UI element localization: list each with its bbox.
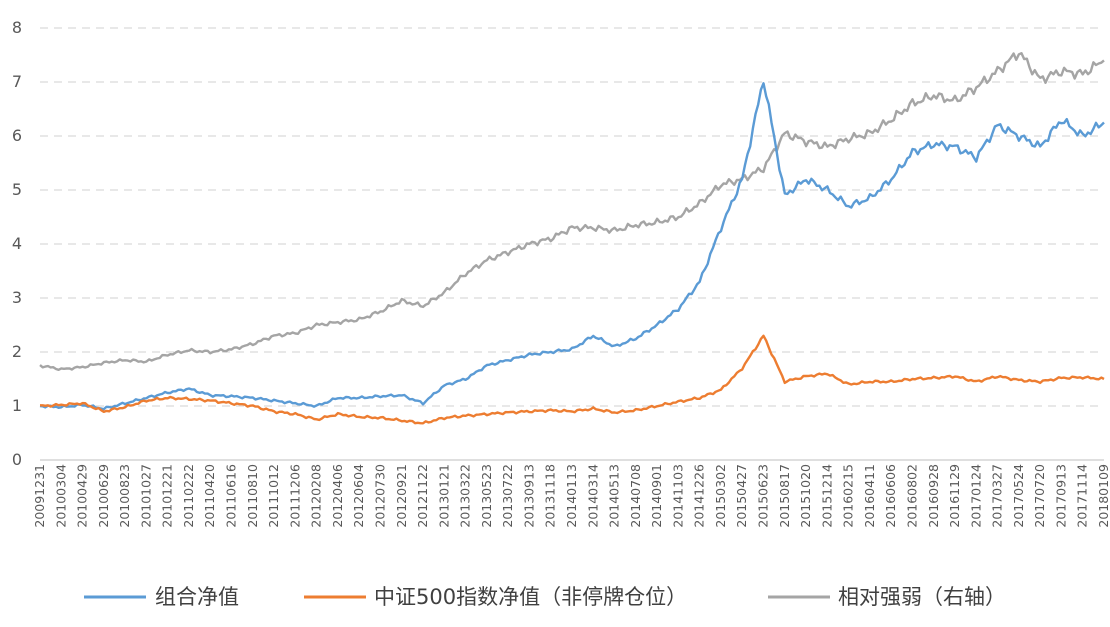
legend-label-0: 组合净值 xyxy=(155,585,239,609)
y-tick-label: 7 xyxy=(12,72,22,91)
x-tick-label: 20140901 xyxy=(649,464,664,528)
series-lines xyxy=(39,52,1105,425)
x-tick-label: 20100304 xyxy=(53,464,68,528)
x-tick-label: 20111012 xyxy=(266,464,281,528)
gridlines xyxy=(40,27,1104,407)
y-tick-label: 5 xyxy=(12,180,22,199)
legend-label-1: 中证500指数净值（非停牌仓位） xyxy=(374,585,687,609)
y-axis-ticks: 0 1 2 3 4 5 6 7 8 xyxy=(12,18,22,469)
x-tick-label: 20120921 xyxy=(394,464,409,528)
x-tick-label: 20160411 xyxy=(862,464,877,528)
x-tick-label: 20091231 xyxy=(32,464,47,528)
x-tick-label: 20170524 xyxy=(1011,464,1026,528)
x-tick-label: 20130322 xyxy=(458,464,473,528)
x-tick-label: 20170327 xyxy=(990,464,1005,528)
x-tick-label: 20160802 xyxy=(904,464,919,528)
x-tick-label: 20100823 xyxy=(117,464,132,528)
x-tick-label: 20110222 xyxy=(181,464,196,528)
x-tick-label: 20110616 xyxy=(224,464,239,528)
x-tick-label: 20151214 xyxy=(819,464,834,528)
x-tick-label: 20110420 xyxy=(202,464,217,528)
x-tick-label: 20170720 xyxy=(1032,464,1047,528)
x-tick-label: 20141103 xyxy=(670,464,685,528)
x-tick-label: 20170124 xyxy=(968,464,983,528)
y-tick-label: 1 xyxy=(12,396,22,415)
y-tick-label: 6 xyxy=(12,126,22,145)
x-tick-label: 20140314 xyxy=(585,464,600,528)
legend-label-2: 相对强弱（右轴） xyxy=(838,585,1006,609)
x-tick-label: 20131118 xyxy=(543,464,558,528)
x-tick-label: 20130722 xyxy=(500,464,515,528)
y-tick-label: 3 xyxy=(12,288,22,307)
x-tick-label: 20160928 xyxy=(926,464,941,528)
x-tick-label: 20150623 xyxy=(756,464,771,528)
x-tick-label: 20171114 xyxy=(1075,464,1090,528)
x-tick-label: 20120208 xyxy=(309,464,324,528)
x-tick-label: 20151020 xyxy=(798,464,813,528)
series-line-1 xyxy=(40,334,1105,425)
x-tick-label: 20121122 xyxy=(415,464,430,528)
x-tick-label: 20170913 xyxy=(1053,464,1068,528)
x-tick-label: 20111206 xyxy=(287,464,302,528)
x-tick-label: 20100429 xyxy=(75,464,90,528)
y-tick-label: 8 xyxy=(12,18,22,37)
x-tick-label: 20150817 xyxy=(777,464,792,528)
y-tick-label: 2 xyxy=(12,342,22,361)
legend: 组合净值 中证500指数净值（非停牌仓位） 相对强弱（右轴） xyxy=(84,585,1006,609)
x-tick-label: 20140113 xyxy=(564,464,579,528)
x-tick-label: 20150302 xyxy=(713,464,728,528)
x-tick-label: 20160606 xyxy=(883,464,898,528)
x-tick-label: 20100629 xyxy=(96,464,111,528)
x-tick-label: 20161129 xyxy=(947,464,962,528)
series-line-0 xyxy=(39,82,1105,411)
x-tick-label: 20140513 xyxy=(607,464,622,528)
x-tick-label: 20130121 xyxy=(436,464,451,528)
x-tick-label: 20180109 xyxy=(1096,464,1110,528)
y-tick-label: 0 xyxy=(12,450,22,469)
x-tick-label: 20120730 xyxy=(372,464,387,528)
x-tick-label: 20120604 xyxy=(351,464,366,528)
x-axis-ticks: 20091231 20100304 20100429 20100629 20100823… xyxy=(32,464,1110,528)
x-tick-label: 20101221 xyxy=(160,464,175,528)
x-tick-label: 20160215 xyxy=(841,464,856,528)
y-tick-label: 4 xyxy=(12,234,22,253)
x-tick-label: 20101027 xyxy=(138,464,153,528)
x-tick-label: 20110810 xyxy=(245,464,260,528)
x-tick-label: 20150427 xyxy=(734,464,749,528)
series-line-2 xyxy=(39,52,1105,371)
x-tick-label: 20130913 xyxy=(521,464,536,528)
x-tick-label: 20130523 xyxy=(479,464,494,528)
x-tick-label: 20140708 xyxy=(628,464,643,528)
x-tick-label: 20141226 xyxy=(692,464,707,528)
x-tick-label: 20120406 xyxy=(330,464,345,528)
